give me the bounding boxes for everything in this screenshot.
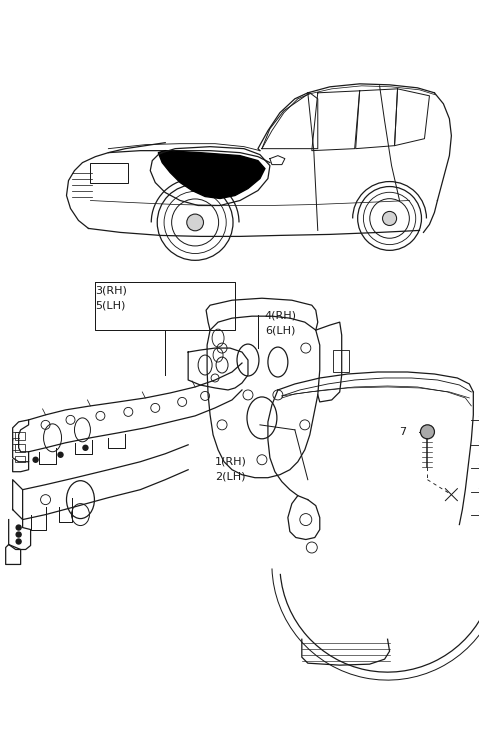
Circle shape <box>83 445 88 450</box>
Text: 6(LH): 6(LH) <box>265 325 295 335</box>
Text: 2(LH): 2(LH) <box>215 472 246 482</box>
Circle shape <box>58 453 63 457</box>
Text: 3(RH): 3(RH) <box>96 285 127 295</box>
Circle shape <box>33 457 38 462</box>
Text: 1(RH): 1(RH) <box>215 457 247 467</box>
Polygon shape <box>158 150 265 198</box>
Bar <box>15 456 24 462</box>
Bar <box>15 444 24 452</box>
Text: 4(RH): 4(RH) <box>265 310 297 320</box>
Bar <box>90 162 128 183</box>
Bar <box>15 432 24 440</box>
Bar <box>333 350 348 372</box>
Circle shape <box>420 425 434 439</box>
Text: 5(LH): 5(LH) <box>96 300 126 310</box>
Circle shape <box>187 214 204 231</box>
Circle shape <box>383 212 396 225</box>
Circle shape <box>16 532 21 537</box>
Circle shape <box>16 539 21 544</box>
Circle shape <box>16 525 21 530</box>
Text: 7: 7 <box>399 427 407 437</box>
